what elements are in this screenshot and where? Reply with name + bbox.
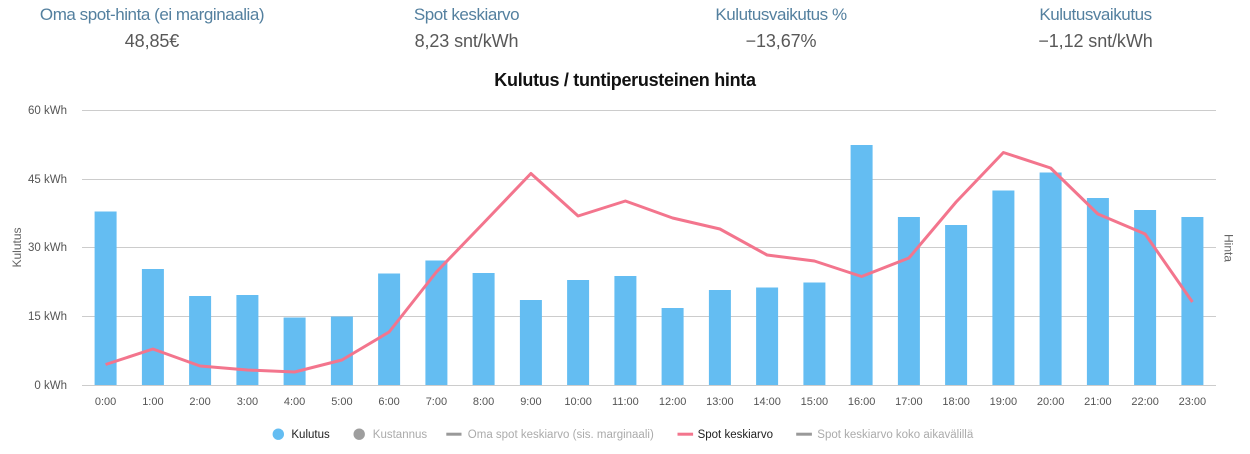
svg-text:8:00: 8:00	[473, 396, 494, 408]
svg-text:18:00: 18:00	[942, 396, 970, 408]
svg-text:17:00: 17:00	[895, 396, 923, 408]
svg-text:7:00: 7:00	[426, 396, 447, 408]
svg-text:11:00: 11:00	[612, 396, 639, 408]
svg-text:2:00: 2:00	[189, 396, 210, 408]
svg-text:9:00: 9:00	[520, 396, 541, 408]
svg-text:Spot keskiarvo koko aikavälill: Spot keskiarvo koko aikavälillä	[817, 429, 974, 441]
svg-text:30 kWh: 30 kWh	[28, 242, 67, 254]
svg-text:14:00: 14:00	[753, 396, 781, 408]
svg-text:Spot keskiarvo: Spot keskiarvo	[698, 429, 773, 441]
svg-text:23:00: 23:00	[1179, 396, 1207, 408]
svg-text:1:00: 1:00	[142, 396, 163, 408]
svg-text:45 kWh: 45 kWh	[28, 174, 67, 186]
svg-text:Hinta: Hinta	[1222, 234, 1236, 262]
svg-text:15 kWh: 15 kWh	[28, 311, 67, 323]
svg-text:20:00: 20:00	[1037, 396, 1065, 408]
svg-text:21:00: 21:00	[1084, 396, 1112, 408]
svg-text:0:00: 0:00	[95, 396, 116, 408]
svg-text:Oma spot keskiarvo (sis. margi: Oma spot keskiarvo (sis. marginaali)	[468, 429, 654, 441]
svg-text:Kulutus: Kulutus	[291, 429, 330, 441]
svg-text:13:00: 13:00	[706, 396, 734, 408]
svg-text:3:00: 3:00	[237, 396, 258, 408]
svg-text:12:00: 12:00	[659, 396, 687, 408]
svg-text:22:00: 22:00	[1131, 396, 1159, 408]
svg-text:4:00: 4:00	[284, 396, 305, 408]
svg-text:6:00: 6:00	[378, 396, 399, 408]
svg-text:19:00: 19:00	[990, 396, 1018, 408]
svg-text:10:00: 10:00	[564, 396, 592, 408]
svg-text:Kulutus: Kulutus	[10, 227, 24, 267]
svg-text:16:00: 16:00	[848, 396, 876, 408]
svg-text:5:00: 5:00	[331, 396, 352, 408]
svg-text:15:00: 15:00	[801, 396, 829, 408]
svg-text:0 kWh: 0 kWh	[34, 380, 67, 392]
svg-text:Kustannus: Kustannus	[373, 429, 428, 441]
svg-text:60 kWh: 60 kWh	[28, 105, 67, 117]
